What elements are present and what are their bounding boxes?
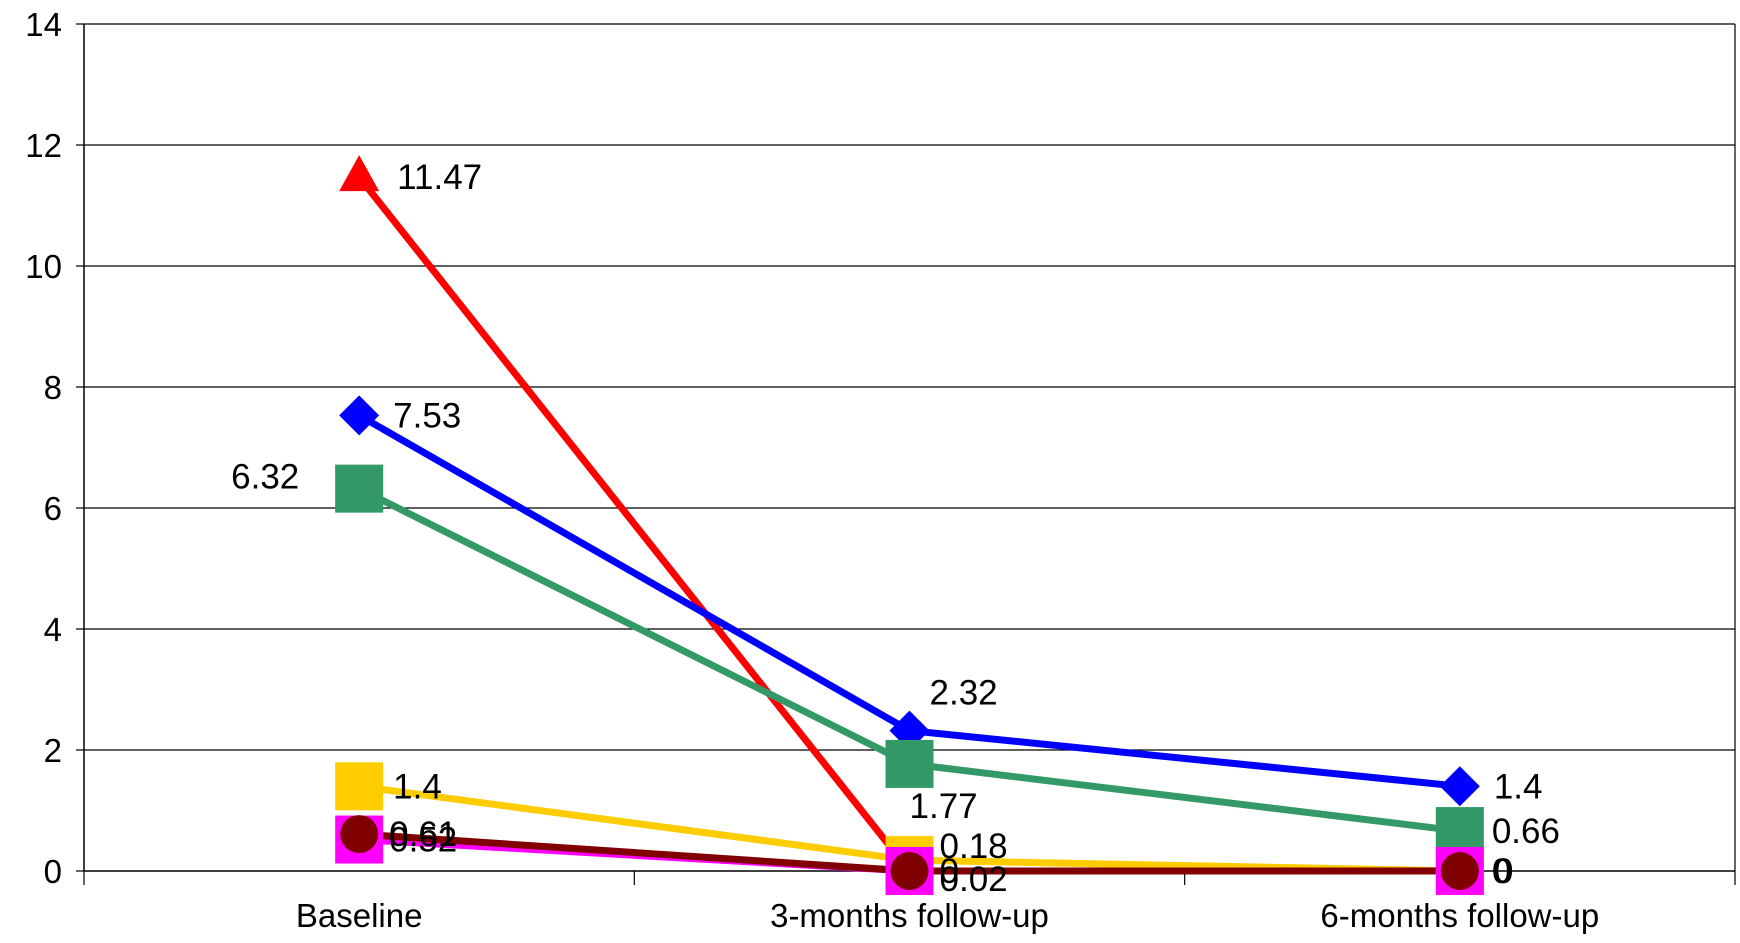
x-tick-label: 6-months follow-up — [1320, 897, 1599, 934]
data-label: 0.02 — [940, 860, 1008, 899]
series-0-point-0 — [339, 155, 380, 192]
data-label: 0.18 — [940, 827, 1008, 866]
data-label: 1.77 — [910, 787, 978, 826]
y-tick-label: 4 — [44, 611, 62, 648]
y-tick-label: 0 — [44, 853, 62, 890]
series-markers — [335, 155, 1484, 895]
y-tick-label: 14 — [25, 6, 62, 43]
series-2-point-1 — [885, 739, 934, 788]
y-axis-ticks: 0 2 4 6 8 10 12 14 — [25, 6, 84, 890]
y-tick-label: 10 — [25, 248, 62, 285]
gridlines — [84, 23, 1735, 751]
series-3-point-0 — [335, 762, 384, 811]
x-axis-ticks: Baseline 3-months follow-up 6-months follo… — [83, 871, 1736, 934]
data-label: 0 — [1494, 852, 1513, 891]
series-5-point-0 — [340, 815, 379, 854]
y-tick-label: 2 — [44, 732, 62, 769]
data-label: 6.32 — [231, 458, 299, 497]
series-1-point-0 — [339, 395, 380, 436]
data-label: 2.32 — [930, 674, 998, 713]
data-label: 1.4 — [393, 767, 442, 806]
y-tick-label: 12 — [25, 127, 62, 164]
data-label: 0.66 — [1492, 812, 1560, 851]
series-5-point-1 — [890, 852, 929, 890]
series-1-point-2 — [1439, 766, 1480, 807]
x-tick-label: Baseline — [296, 897, 423, 934]
x-tick-label: 3-months follow-up — [770, 897, 1049, 934]
series-2-point-0 — [335, 464, 384, 513]
data-label: 0 — [940, 852, 959, 891]
data-label: 11.47 — [397, 158, 482, 197]
data-labels: 11.470.02 07.532.321.46.321.770.661.40.18… — [231, 158, 1560, 899]
data-label: 7.53 — [393, 396, 461, 435]
y-tick-label: 8 — [44, 369, 62, 406]
data-label: 0 — [1494, 852, 1513, 891]
data-label: 0.52 — [389, 821, 457, 860]
data-label: 1.4 — [1494, 767, 1543, 806]
data-label: 0.61 — [389, 815, 457, 854]
y-tick-label: 6 — [44, 490, 62, 527]
series-5-point-2 — [1440, 852, 1479, 890]
data-label: 0 — [1492, 852, 1511, 891]
